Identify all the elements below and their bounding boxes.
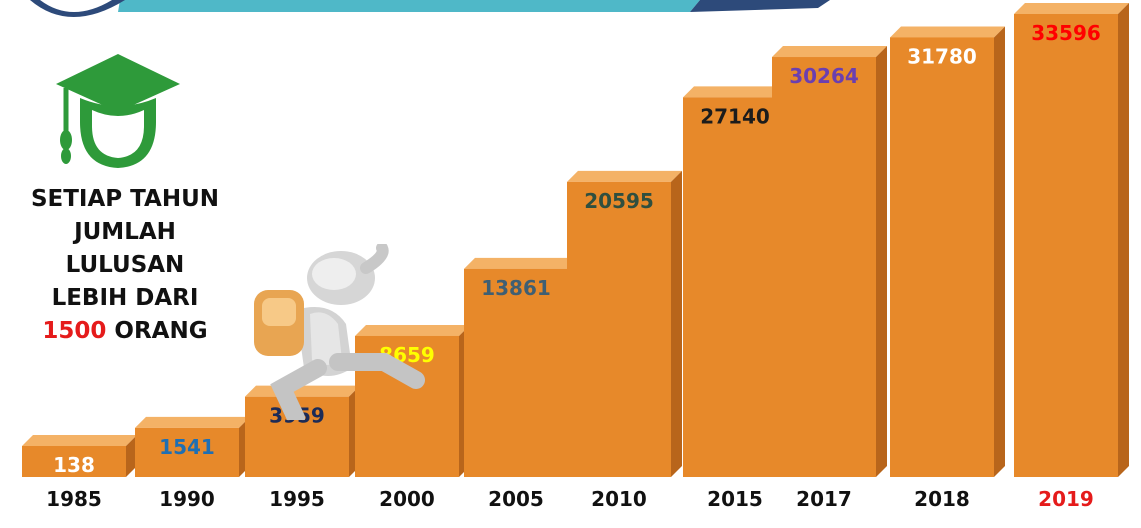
headline-line-1: SETIAP TAHUN [30, 186, 220, 212]
bar-front-face [683, 97, 787, 477]
category-label-2015: 2015 [707, 487, 763, 511]
value-label-2005: 13861 [481, 276, 551, 300]
bar-front-face [890, 37, 994, 478]
category-label-1995: 1995 [269, 487, 325, 511]
bar-front-face [772, 57, 876, 477]
bar-top-face [1014, 3, 1129, 14]
bar-top-face [567, 170, 682, 182]
category-label-1985: 1985 [46, 487, 102, 511]
bar-side-face [1118, 3, 1129, 477]
bar-side-face [876, 46, 887, 477]
bar-side-face [994, 26, 1005, 478]
bar-front-face [1014, 14, 1118, 477]
value-label-2019: 33596 [1031, 21, 1101, 45]
top-banner [0, 0, 1141, 34]
category-label-2018: 2018 [914, 487, 970, 511]
labels-group: 1381985154119903959199586592000138612005… [46, 21, 1101, 511]
graduate-cap-head-icon [56, 54, 180, 168]
headline-text: SETIAP TAHUN JUMLAH LULUSAN LEBIH DARI 1… [10, 183, 240, 348]
bar-top-face [135, 416, 250, 428]
bar-top-face [464, 257, 579, 269]
category-label-2017: 2017 [796, 487, 852, 511]
bar-top-face [772, 46, 887, 58]
bar-top-face [890, 26, 1005, 38]
climbing-figure-with-backpack-icon [254, 244, 425, 420]
bar-front-face [135, 427, 239, 477]
headline-number: 1500 [42, 318, 107, 344]
bars-group [22, 3, 1129, 478]
bar-front-face [567, 181, 671, 477]
category-label-1990: 1990 [159, 487, 215, 511]
category-label-2005: 2005 [488, 487, 544, 511]
category-label-2019: 2019 [1038, 487, 1094, 511]
bar-top-face [683, 86, 798, 98]
bar-2017 [772, 46, 887, 477]
headline-line-5: 1500 ORANG [10, 315, 240, 348]
bar-front-face [464, 268, 568, 477]
value-label-1990: 1541 [159, 435, 215, 459]
headline-line-2: JUMLAH [74, 219, 176, 245]
headline-last-word: ORANG [114, 318, 208, 344]
headline-line-4: LEBIH DARI [51, 285, 199, 311]
bar-side-face [671, 170, 682, 477]
bar-2019 [1014, 3, 1129, 477]
value-label-2017: 30264 [789, 64, 859, 88]
bar-front-face [22, 446, 126, 477]
bar-2010 [567, 170, 682, 477]
bar-side-face [126, 435, 137, 477]
category-label-2010: 2010 [591, 487, 647, 511]
bar-1985 [22, 435, 137, 477]
value-label-2010: 20595 [584, 189, 654, 213]
bar-top-face [355, 324, 470, 336]
value-label-2015: 27140 [700, 104, 770, 128]
category-label-2000: 2000 [379, 487, 435, 511]
bar-2005 [464, 257, 579, 477]
value-label-2018: 31780 [907, 44, 977, 68]
bar-2018 [890, 26, 1005, 478]
bar-top-face [22, 435, 137, 446]
headline-line-3: LULUSAN [65, 252, 185, 278]
value-label-1985: 138 [53, 453, 95, 477]
